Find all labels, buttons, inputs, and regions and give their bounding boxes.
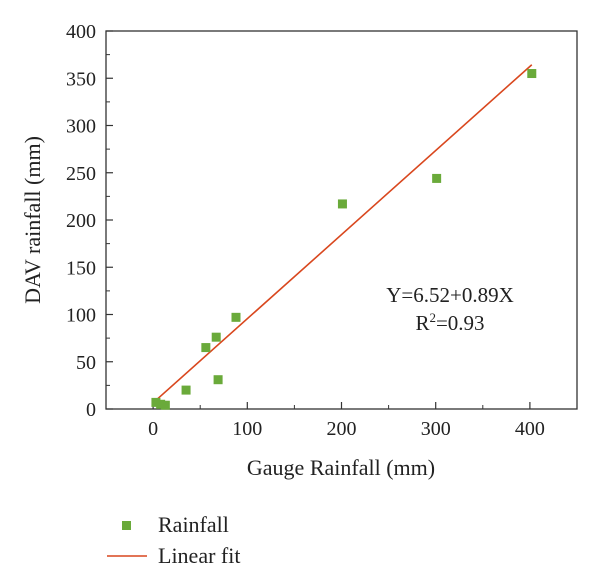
data-point (213, 375, 223, 385)
x-axis-title: Gauge Rainfall (mm) (247, 455, 435, 480)
data-point (211, 332, 221, 342)
y-axis-title: DAV rainfall (mm) (20, 136, 45, 304)
fit-line-group (152, 64, 533, 404)
data-point (527, 69, 537, 79)
y-tick-label: 300 (66, 116, 96, 138)
x-tick-label: 400 (515, 418, 545, 440)
legend-label-linear-fit: Linear fit (158, 543, 240, 568)
y-axis-ticks (106, 30, 113, 410)
data-point (160, 400, 170, 410)
x-tick-label: 200 (327, 418, 357, 440)
data-point (337, 199, 347, 209)
linear-fit-line (152, 64, 533, 404)
y-tick-label: 350 (66, 68, 96, 90)
data-point (201, 343, 211, 353)
data-point (151, 397, 161, 407)
y-tick-label: 250 (66, 163, 96, 185)
x-axis-ticks (152, 402, 531, 409)
data-point (231, 312, 241, 322)
y-tick-label: 150 (66, 257, 96, 279)
data-point (181, 385, 191, 395)
y-tick-label: 50 (76, 352, 96, 374)
data-point (156, 399, 166, 409)
scatter-points (151, 69, 537, 410)
x-tick-label: 300 (421, 418, 451, 440)
x-axis-tick-labels: 0 100 200 300 400 (148, 418, 545, 440)
y-tick-label: 100 (66, 305, 96, 327)
r2-annotation: R2=0.93 (415, 310, 484, 335)
legend: Rainfall Linear fit (107, 512, 240, 568)
r2-superscript: 2 (429, 310, 436, 325)
r2-suffix: =0.93 (436, 311, 485, 335)
x-tick-label: 100 (232, 418, 262, 440)
y-axis-tick-labels: 0 50 100 150 200 250 300 350 400 (66, 21, 96, 421)
x-tick-label: 0 (148, 418, 158, 440)
y-tick-label: 200 (66, 210, 96, 232)
y-tick-label: 400 (66, 21, 96, 43)
data-point (432, 173, 442, 183)
equation-annotation: Y=6.52+0.89X (386, 283, 514, 307)
legend-label-rainfall: Rainfall (158, 512, 229, 537)
legend-marker-rainfall (122, 521, 131, 530)
r2-prefix: R (415, 311, 429, 335)
y-tick-label: 0 (86, 399, 96, 421)
